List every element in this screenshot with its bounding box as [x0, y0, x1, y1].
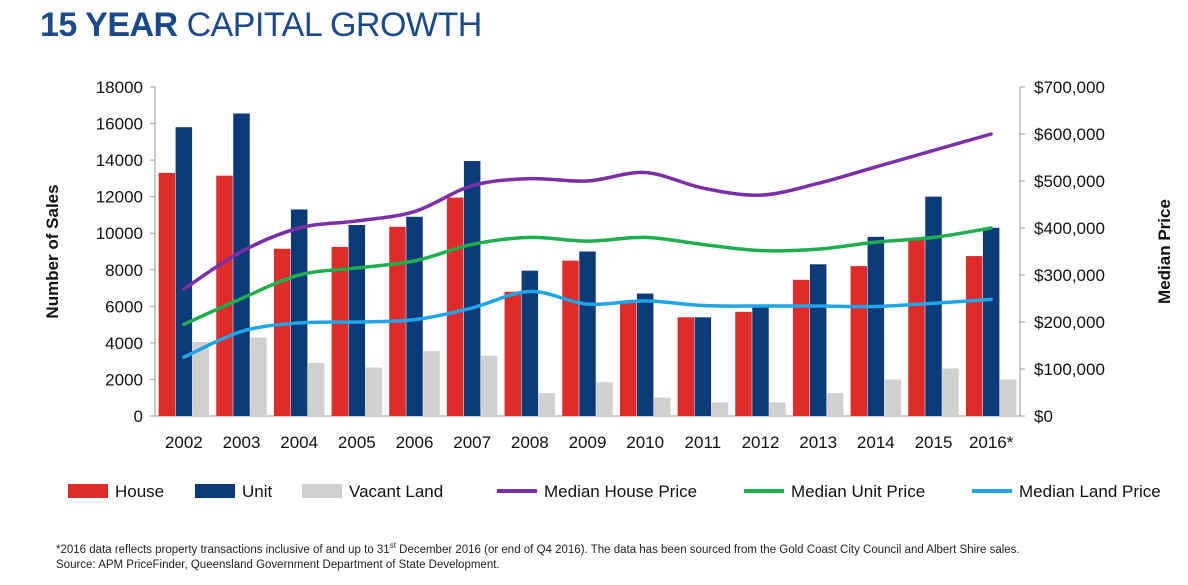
y2-tick-label: $100,000 — [1034, 360, 1105, 379]
bar-vacant-land — [711, 402, 729, 416]
y2-axis-title: Median Price — [1155, 199, 1174, 304]
bar-vacant-land — [365, 367, 383, 416]
y2-tick-label: $200,000 — [1034, 313, 1105, 332]
x-tick-label: 2003 — [223, 433, 261, 452]
bar-unit — [290, 209, 308, 416]
bar-house — [965, 256, 983, 416]
footnote-line-1: *2016 data reflects property transaction… — [56, 538, 1020, 558]
bar-house — [619, 302, 637, 416]
bar-unit — [463, 161, 481, 416]
bar-house — [158, 172, 176, 416]
x-tick-label: 2008 — [511, 433, 549, 452]
bar-vacant-land — [999, 379, 1017, 416]
x-tick-label: 2004 — [280, 433, 318, 452]
y-axis-title: Number of Sales — [43, 184, 62, 318]
y2-tick-label: $400,000 — [1034, 219, 1105, 238]
bar-vacant-land — [250, 337, 267, 416]
bar-unit — [579, 251, 596, 416]
title-bold: 15 YEAR — [40, 6, 178, 44]
legend-label-median-unit-price: Median Unit Price — [791, 482, 925, 501]
bar-vacant-land — [826, 393, 844, 416]
bar-house — [446, 197, 464, 416]
legend-swatch-house — [68, 484, 108, 498]
bar-house — [850, 266, 868, 416]
y-tick-label: 14000 — [96, 151, 143, 170]
bar-vacant-land — [596, 382, 613, 416]
legend-label-median-house-price: Median House Price — [544, 482, 697, 501]
bar-house — [273, 248, 291, 416]
x-tick-label: 2011 — [685, 433, 722, 452]
x-tick-label: 2007 — [453, 433, 491, 452]
legend-label-vacant-land: Vacant Land — [349, 482, 443, 501]
y-tick-label: 12000 — [96, 188, 143, 207]
y-tick-label: 6000 — [105, 297, 143, 316]
x-tick-label: 2012 — [742, 433, 780, 452]
bar-vacant-land — [942, 368, 959, 416]
legend-label-median-land-price: Median Land Price — [1019, 482, 1161, 501]
y-tick-label: 16000 — [96, 115, 143, 134]
x-tick-label: 2002 — [165, 433, 203, 452]
y2-tick-label: $300,000 — [1034, 266, 1105, 285]
bar-house — [735, 311, 752, 416]
bar-vacant-land — [538, 393, 556, 416]
bar-unit — [233, 113, 250, 416]
footnote-line-2: Source: APM PriceFinder, Queensland Gove… — [56, 558, 500, 571]
bar-vacant-land — [307, 362, 325, 416]
y-tick-label: 8000 — [105, 261, 143, 280]
footnote-text-a: *2016 data reflects property transaction… — [56, 543, 390, 556]
chart-canvas: 0 2000 4000 6000 8000 10000 12000 14000 16000 180… — [43, 78, 1174, 501]
x-tick-label: 2015 — [915, 433, 953, 452]
x-tick-label: 2014 — [857, 433, 895, 452]
bar-unit — [809, 264, 827, 416]
bar-vacant-land — [653, 397, 671, 416]
x-tick-label: 2013 — [799, 433, 837, 452]
x-tick-label: 2006 — [396, 433, 434, 452]
bar-unit — [867, 236, 885, 416]
legend-label-house: House — [115, 482, 164, 501]
legend-swatch-unit — [195, 484, 235, 498]
y-tick-label: 18000 — [96, 78, 143, 97]
y-tick-label: 10000 — [96, 224, 143, 243]
bar-house — [331, 246, 349, 416]
title-rest: CAPITAL GROWTH — [186, 6, 483, 44]
bar-unit — [982, 227, 1000, 416]
bar-vacant-land — [884, 379, 902, 416]
bar-vacant-land — [423, 351, 440, 416]
bar-unit — [694, 317, 712, 416]
bar-unit — [521, 270, 539, 416]
y2-tick-label: $0 — [1034, 407, 1053, 426]
bar-unit — [406, 216, 423, 416]
footnote-sup: st — [389, 541, 396, 550]
x-tick-label: 2005 — [338, 433, 376, 452]
bar-house — [504, 291, 522, 416]
bar-unit — [925, 196, 942, 416]
x-tick-label: 2009 — [569, 433, 607, 452]
bar-vacant-land — [192, 341, 210, 416]
footnote-text-b: December 2016 (or end of Q4 2016). The d… — [395, 543, 1020, 556]
y2-tick-label: $600,000 — [1034, 125, 1105, 144]
chart-title: 15 YEAR CAPITAL GROWTH — [40, 6, 482, 45]
legend-label-unit: Unit — [242, 482, 273, 501]
y-tick-label: 4000 — [105, 334, 143, 353]
bar-house — [562, 260, 579, 416]
bar-house — [216, 175, 233, 416]
y-tick-label: 0 — [134, 407, 143, 426]
y-tick-label: 2000 — [105, 370, 143, 389]
bar-house — [677, 317, 695, 416]
legend-swatch-vacant-land — [302, 484, 342, 498]
footnote: *2016 data reflects property transaction… — [56, 538, 1020, 573]
x-tick-label: 2010 — [626, 433, 664, 452]
bar-unit — [636, 293, 654, 416]
bar-unit — [175, 127, 193, 416]
y2-tick-label: $500,000 — [1034, 172, 1105, 191]
x-tick-label: 2016* — [969, 433, 1014, 452]
bar-vacant-land — [769, 402, 786, 416]
bar-unit — [752, 306, 769, 416]
bar-vacant-land — [480, 355, 498, 416]
bar-house — [908, 239, 925, 416]
bar-house — [792, 279, 810, 416]
y2-tick-label: $700,000 — [1034, 78, 1105, 97]
